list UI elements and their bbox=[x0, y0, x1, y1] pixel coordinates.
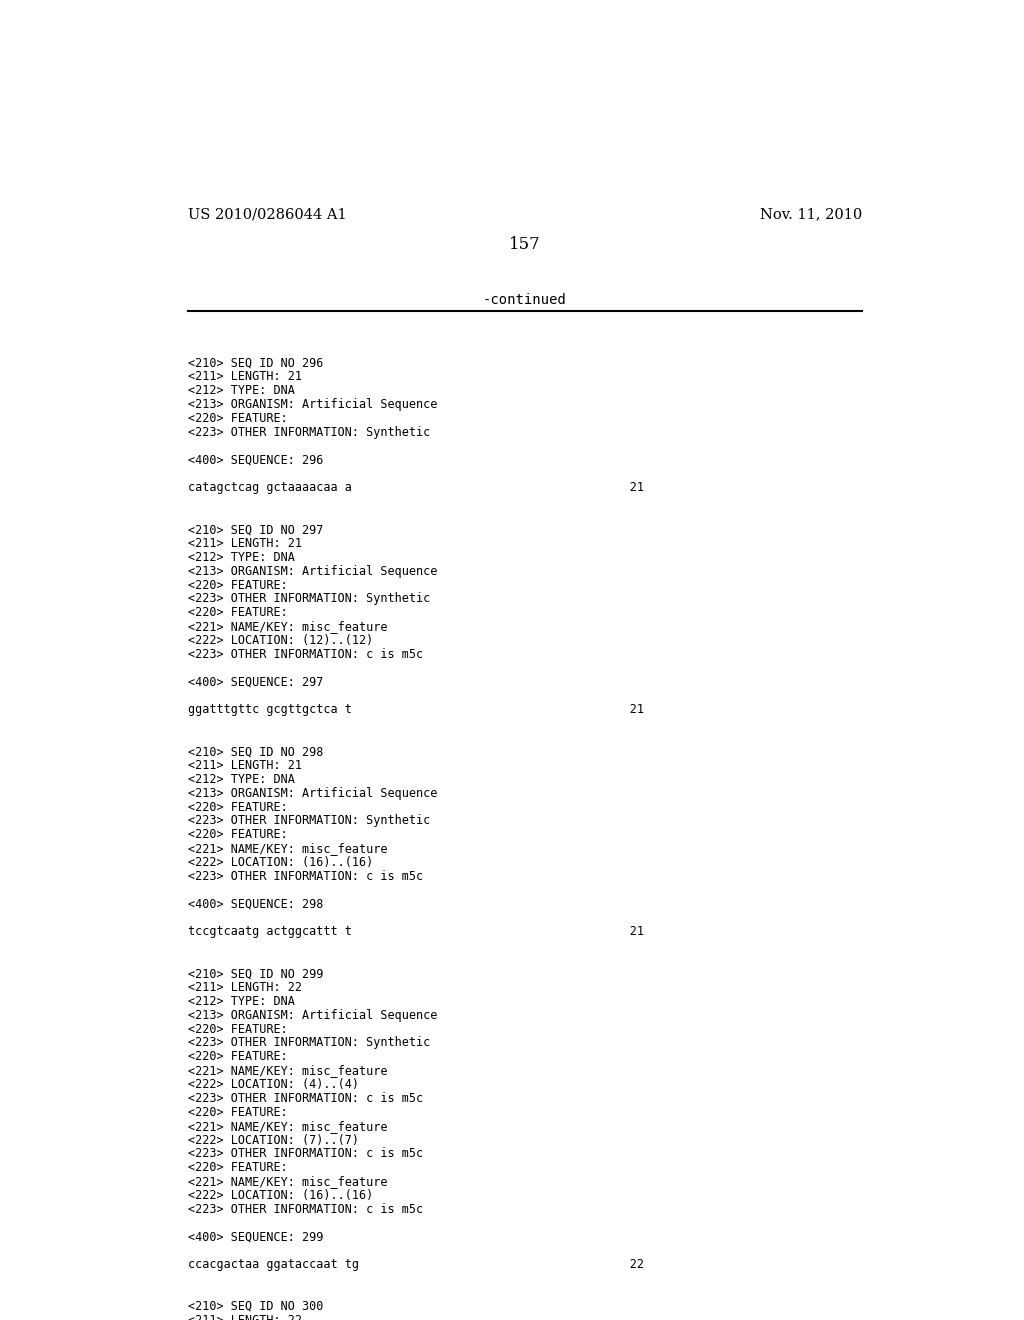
Text: <220> FEATURE:: <220> FEATURE: bbox=[187, 1023, 288, 1036]
Text: Nov. 11, 2010: Nov. 11, 2010 bbox=[760, 207, 862, 222]
Text: <222> LOCATION: (12)..(12): <222> LOCATION: (12)..(12) bbox=[187, 634, 373, 647]
Text: <212> TYPE: DNA: <212> TYPE: DNA bbox=[187, 772, 294, 785]
Text: <220> FEATURE:: <220> FEATURE: bbox=[187, 412, 288, 425]
Text: catagctcag gctaaaacaa a                                       21: catagctcag gctaaaacaa a 21 bbox=[187, 482, 643, 495]
Text: <211> LENGTH: 22: <211> LENGTH: 22 bbox=[187, 1313, 301, 1320]
Text: <211> LENGTH: 21: <211> LENGTH: 21 bbox=[187, 759, 301, 772]
Text: <220> FEATURE:: <220> FEATURE: bbox=[187, 800, 288, 813]
Text: <400> SEQUENCE: 298: <400> SEQUENCE: 298 bbox=[187, 898, 323, 911]
Text: <400> SEQUENCE: 299: <400> SEQUENCE: 299 bbox=[187, 1230, 323, 1243]
Text: <221> NAME/KEY: misc_feature: <221> NAME/KEY: misc_feature bbox=[187, 842, 387, 855]
Text: <221> NAME/KEY: misc_feature: <221> NAME/KEY: misc_feature bbox=[187, 1175, 387, 1188]
Text: <220> FEATURE:: <220> FEATURE: bbox=[187, 606, 288, 619]
Text: <400> SEQUENCE: 297: <400> SEQUENCE: 297 bbox=[187, 676, 323, 689]
Text: <222> LOCATION: (4)..(4): <222> LOCATION: (4)..(4) bbox=[187, 1078, 358, 1092]
Text: <221> NAME/KEY: misc_feature: <221> NAME/KEY: misc_feature bbox=[187, 1119, 387, 1133]
Text: <210> SEQ ID NO 298: <210> SEQ ID NO 298 bbox=[187, 744, 323, 758]
Text: <212> TYPE: DNA: <212> TYPE: DNA bbox=[187, 384, 294, 397]
Text: <210> SEQ ID NO 300: <210> SEQ ID NO 300 bbox=[187, 1300, 323, 1313]
Text: <222> LOCATION: (16)..(16): <222> LOCATION: (16)..(16) bbox=[187, 857, 373, 869]
Text: <213> ORGANISM: Artificial Sequence: <213> ORGANISM: Artificial Sequence bbox=[187, 399, 437, 412]
Text: <213> ORGANISM: Artificial Sequence: <213> ORGANISM: Artificial Sequence bbox=[187, 787, 437, 800]
Text: <211> LENGTH: 22: <211> LENGTH: 22 bbox=[187, 981, 301, 994]
Text: <223> OTHER INFORMATION: Synthetic: <223> OTHER INFORMATION: Synthetic bbox=[187, 593, 430, 606]
Text: <220> FEATURE:: <220> FEATURE: bbox=[187, 829, 288, 841]
Text: <223> OTHER INFORMATION: c is m5c: <223> OTHER INFORMATION: c is m5c bbox=[187, 648, 423, 661]
Text: <213> ORGANISM: Artificial Sequence: <213> ORGANISM: Artificial Sequence bbox=[187, 565, 437, 578]
Text: <220> FEATURE:: <220> FEATURE: bbox=[187, 578, 288, 591]
Text: <221> NAME/KEY: misc_feature: <221> NAME/KEY: misc_feature bbox=[187, 620, 387, 634]
Text: ccacgactaa ggataccaat tg                                      22: ccacgactaa ggataccaat tg 22 bbox=[187, 1258, 643, 1271]
Text: <213> ORGANISM: Artificial Sequence: <213> ORGANISM: Artificial Sequence bbox=[187, 1008, 437, 1022]
Text: <210> SEQ ID NO 296: <210> SEQ ID NO 296 bbox=[187, 356, 323, 370]
Text: <223> OTHER INFORMATION: c is m5c: <223> OTHER INFORMATION: c is m5c bbox=[187, 1203, 423, 1216]
Text: <222> LOCATION: (7)..(7): <222> LOCATION: (7)..(7) bbox=[187, 1134, 358, 1147]
Text: <210> SEQ ID NO 299: <210> SEQ ID NO 299 bbox=[187, 968, 323, 979]
Text: <223> OTHER INFORMATION: c is m5c: <223> OTHER INFORMATION: c is m5c bbox=[187, 1147, 423, 1160]
Text: <211> LENGTH: 21: <211> LENGTH: 21 bbox=[187, 537, 301, 550]
Text: <220> FEATURE:: <220> FEATURE: bbox=[187, 1106, 288, 1119]
Text: ggatttgttc gcgttgctca t                                       21: ggatttgttc gcgttgctca t 21 bbox=[187, 704, 643, 717]
Text: <220> FEATURE:: <220> FEATURE: bbox=[187, 1162, 288, 1175]
Text: <223> OTHER INFORMATION: c is m5c: <223> OTHER INFORMATION: c is m5c bbox=[187, 870, 423, 883]
Text: <223> OTHER INFORMATION: Synthetic: <223> OTHER INFORMATION: Synthetic bbox=[187, 426, 430, 440]
Text: <212> TYPE: DNA: <212> TYPE: DNA bbox=[187, 995, 294, 1007]
Text: <223> OTHER INFORMATION: Synthetic: <223> OTHER INFORMATION: Synthetic bbox=[187, 1036, 430, 1049]
Text: <222> LOCATION: (16)..(16): <222> LOCATION: (16)..(16) bbox=[187, 1189, 373, 1203]
Text: <210> SEQ ID NO 297: <210> SEQ ID NO 297 bbox=[187, 523, 323, 536]
Text: <220> FEATURE:: <220> FEATURE: bbox=[187, 1051, 288, 1064]
Text: <223> OTHER INFORMATION: c is m5c: <223> OTHER INFORMATION: c is m5c bbox=[187, 1092, 423, 1105]
Text: tccgtcaatg actggcattt t                                       21: tccgtcaatg actggcattt t 21 bbox=[187, 925, 643, 939]
Text: 157: 157 bbox=[509, 236, 541, 252]
Text: <211> LENGTH: 21: <211> LENGTH: 21 bbox=[187, 371, 301, 384]
Text: -continued: -continued bbox=[483, 293, 566, 306]
Text: <223> OTHER INFORMATION: Synthetic: <223> OTHER INFORMATION: Synthetic bbox=[187, 814, 430, 828]
Text: <212> TYPE: DNA: <212> TYPE: DNA bbox=[187, 550, 294, 564]
Text: <221> NAME/KEY: misc_feature: <221> NAME/KEY: misc_feature bbox=[187, 1064, 387, 1077]
Text: <400> SEQUENCE: 296: <400> SEQUENCE: 296 bbox=[187, 454, 323, 467]
Text: US 2010/0286044 A1: US 2010/0286044 A1 bbox=[187, 207, 346, 222]
